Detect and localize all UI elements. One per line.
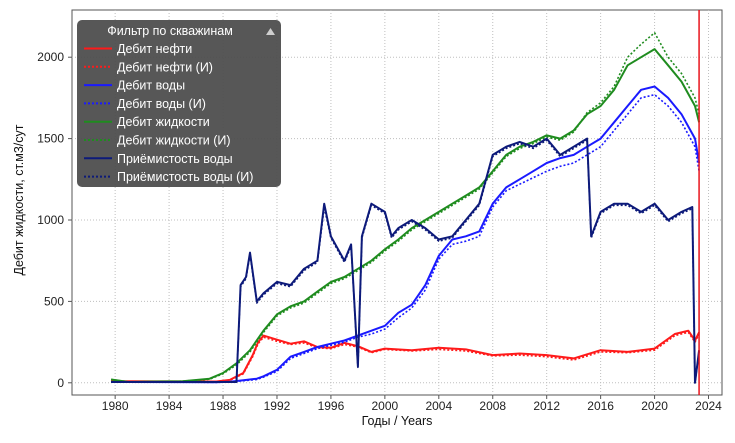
legend-label: Дебит жидкости (И) (117, 134, 231, 148)
x-tick-label: 1992 (264, 399, 291, 413)
legend-items: Дебит нефти Дебит нефти (И) Дебит воды Деби… (84, 42, 253, 184)
series-line-3 (111, 93, 700, 384)
legend-background (77, 20, 281, 187)
legend-title[interactable]: Фильтр по скважинам (107, 24, 233, 38)
x-tick-label: 2016 (587, 399, 614, 413)
x-tick-label: 2012 (533, 399, 560, 413)
x-tick-label: 2024 (695, 399, 722, 413)
tick-layer: 1980 1984 1988 1992 1996 2000 2004 2008 2012 2016… (37, 50, 722, 413)
legend-item[interactable]: Дебит жидкости (84, 115, 210, 129)
series-line-0 (111, 329, 700, 383)
x-tick-label: 2008 (479, 399, 506, 413)
legend-item[interactable]: Приёмистость воды (84, 152, 233, 166)
legend-item[interactable]: Дебит воды (И) (84, 97, 206, 111)
x-tick-label: 1996 (318, 399, 345, 413)
series-line-5 (110, 31, 700, 383)
x-tick-label: 2020 (641, 399, 668, 413)
series-line-4 (110, 48, 701, 383)
x-tick-label: 2004 (425, 399, 452, 413)
x-tick-label: 2000 (372, 399, 399, 413)
legend-item[interactable]: Дебит жидкости (И) (84, 134, 231, 148)
y-axis-title: Дебит жидкости, ст.м3/сут (12, 124, 26, 275)
y-tick-label: 500 (44, 294, 64, 308)
legend-item[interactable]: Приёмистость воды (И) (84, 170, 253, 184)
series-line-6 (111, 137, 701, 384)
y-tick-label: 2000 (37, 50, 64, 64)
y-tick-label: 1000 (37, 213, 64, 227)
legend-item[interactable]: Дебит воды (84, 79, 185, 93)
legend-item[interactable]: Дебит нефти (И) (84, 60, 213, 74)
x-tick-label: 1984 (156, 399, 183, 413)
legend-label: Приёмистость воды (117, 152, 233, 166)
y-tick-label: 0 (57, 376, 64, 390)
x-tick-label: 1980 (102, 399, 129, 413)
x-axis-title: Годы / Years (362, 414, 433, 428)
y-tick-label: 1500 (37, 132, 64, 146)
x-tick-label: 1988 (210, 399, 237, 413)
triangle-up-icon[interactable] (266, 28, 275, 35)
legend-label: Дебит нефти (117, 42, 192, 56)
legend-label: Дебит воды (117, 79, 185, 93)
series-line-2 (111, 85, 701, 384)
series-layer (110, 31, 701, 384)
legend-label: Дебит нефти (И) (117, 60, 213, 74)
legend-label: Приёмистость воды (И) (117, 170, 253, 184)
legend-item[interactable]: Дебит нефти (84, 42, 192, 56)
legend-label: Дебит воды (И) (117, 97, 206, 111)
series-line-7 (111, 139, 700, 384)
legend-label: Дебит жидкости (117, 115, 210, 129)
series-line-1 (111, 331, 700, 383)
